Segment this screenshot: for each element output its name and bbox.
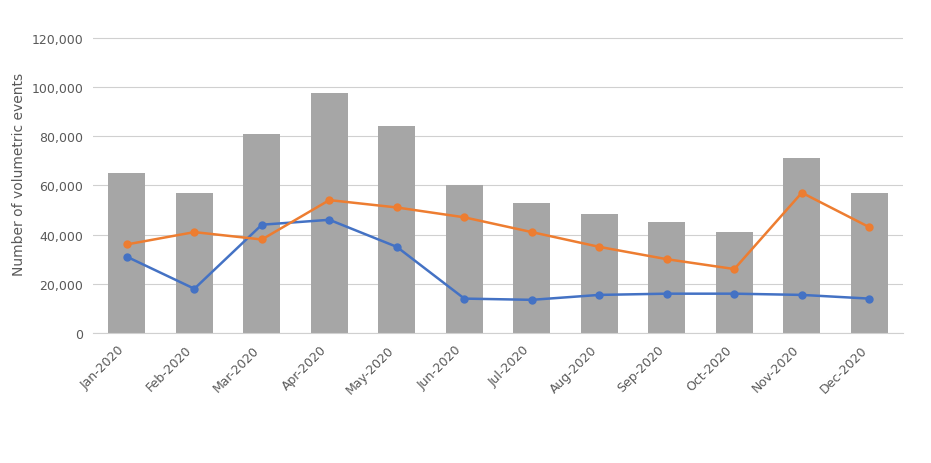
Application layer (256, 222, 267, 228)
Bar (176, 193, 213, 333)
Infrastructure layer (459, 215, 470, 221)
Application layer (459, 296, 470, 302)
Infrastructure layer (121, 242, 132, 248)
Infrastructure layer (189, 230, 200, 235)
Bar (716, 232, 753, 333)
Infrastructure layer (324, 198, 335, 203)
Infrastructure layer (796, 190, 807, 196)
Infrastructure layer (864, 225, 875, 231)
Application layer (121, 254, 132, 260)
Infrastructure layer (661, 257, 672, 263)
Application layer (526, 297, 537, 303)
Bar (513, 203, 550, 333)
Line: Infrastructure layer: Infrastructure layer (124, 190, 872, 273)
Application layer (391, 244, 402, 250)
Application layer (729, 291, 740, 297)
Y-axis label: Number of volumetric events: Number of volumetric events (12, 72, 26, 275)
Infrastructure layer (729, 267, 740, 272)
Bar (378, 127, 415, 333)
Bar (648, 223, 685, 333)
Application layer (189, 286, 200, 292)
Bar (783, 159, 820, 333)
Infrastructure layer (594, 244, 605, 250)
Bar (311, 94, 348, 333)
Bar (851, 193, 888, 333)
Bar (108, 174, 145, 333)
Application layer (324, 218, 335, 223)
Bar (581, 214, 618, 333)
Bar (446, 186, 483, 333)
Application layer (864, 296, 875, 302)
Infrastructure layer (391, 205, 402, 211)
Application layer (594, 293, 605, 298)
Infrastructure layer (256, 237, 267, 243)
Application layer (796, 293, 807, 298)
Infrastructure layer (526, 230, 537, 235)
Line: Application layer: Application layer (124, 217, 872, 304)
Application layer (661, 291, 672, 297)
Bar (243, 134, 280, 333)
